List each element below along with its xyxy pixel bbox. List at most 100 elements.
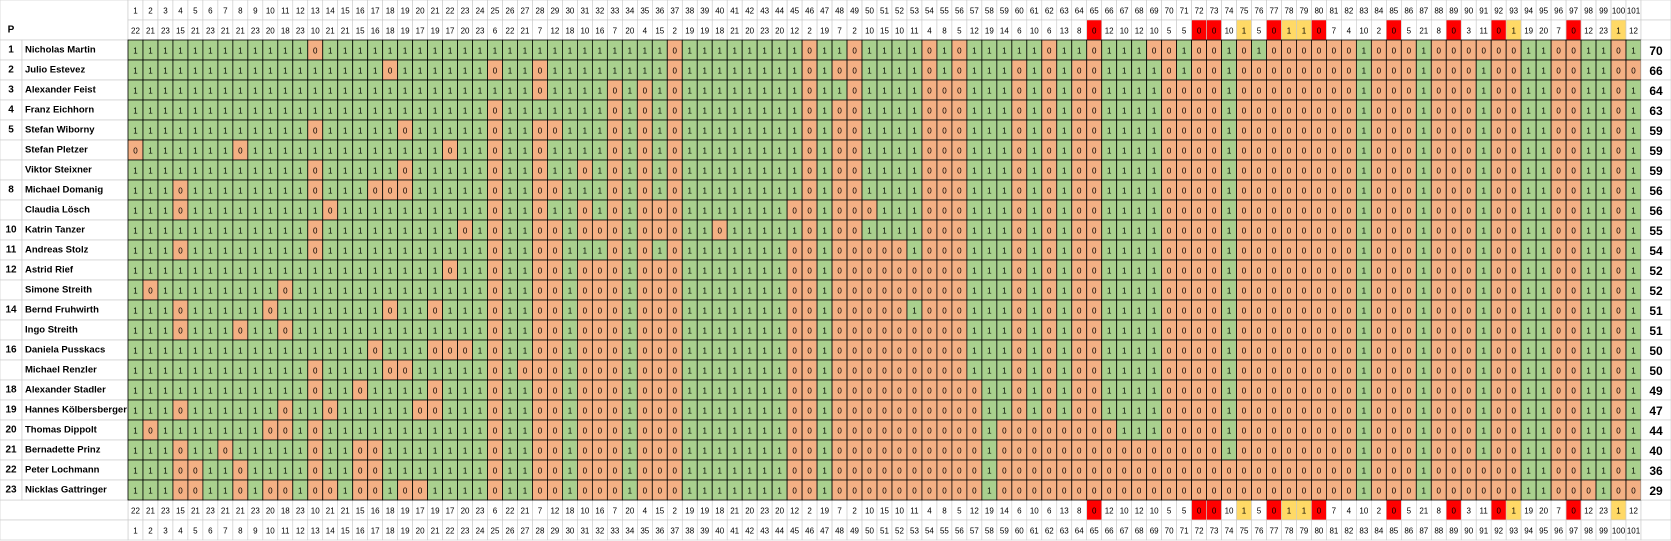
answer: 1	[1601, 347, 1606, 356]
answer: 1	[1586, 267, 1591, 276]
answer: 1	[1481, 127, 1486, 136]
answer: 1	[1152, 147, 1157, 156]
answer: 1	[1137, 287, 1142, 296]
answer: 1	[747, 167, 752, 176]
answer: 1	[373, 367, 378, 376]
rank-cell	[0, 359, 23, 381]
answer: 0	[1242, 67, 1247, 76]
answer: 1	[1137, 47, 1142, 56]
answer: 1	[313, 67, 318, 76]
answer: 1	[1137, 87, 1142, 96]
answer: 1	[747, 407, 752, 416]
answer: 0	[1212, 367, 1217, 376]
column-total: 18	[386, 27, 395, 36]
answer: 1	[1481, 207, 1486, 216]
answer: 1	[328, 87, 333, 96]
answer: 0	[1197, 387, 1202, 396]
column-total: 6	[493, 507, 498, 516]
answer: 0	[927, 207, 932, 216]
column-total: 15	[655, 27, 664, 36]
answer: 0	[1496, 287, 1501, 296]
answer: 1	[313, 407, 318, 416]
column-total: 7	[1556, 507, 1561, 516]
answer: 1	[1586, 87, 1591, 96]
answer: 1	[343, 47, 348, 56]
answer: 0	[553, 427, 558, 436]
answer: 1	[703, 407, 708, 416]
player-name: Viktor Steixner	[25, 165, 92, 176]
answer: 0	[1167, 147, 1172, 156]
column-total: 2	[673, 27, 678, 36]
score: 54	[1649, 244, 1663, 258]
answer: 0	[283, 287, 288, 296]
answer: 1	[628, 187, 633, 196]
answer: 0	[1407, 87, 1412, 96]
column-total: 7	[1332, 27, 1337, 36]
answer: 1	[1227, 267, 1232, 276]
answer: 1	[388, 247, 393, 256]
answer: 0	[1272, 387, 1277, 396]
answer: 0	[1452, 207, 1457, 216]
player-name: Hannes Kölbersberger	[25, 405, 127, 416]
score-header-cell	[1640, 499, 1671, 521]
answer: 1	[253, 247, 258, 256]
question-number: 45	[790, 527, 799, 536]
answer: 1	[1526, 427, 1531, 436]
answer: 0	[1347, 287, 1352, 296]
player-name: Daniela Pusskacs	[25, 345, 105, 356]
answer: 1	[1481, 387, 1486, 396]
answer: 0	[418, 407, 423, 416]
answer: 1	[178, 427, 183, 436]
column-total: 23	[251, 27, 260, 36]
answer: 1	[133, 407, 138, 416]
answer: 1	[373, 47, 378, 56]
answer: 0	[1287, 67, 1292, 76]
column-total: 10	[1150, 27, 1159, 36]
answer: 1	[747, 227, 752, 236]
answer: 0	[1272, 307, 1277, 316]
answer: 0	[1511, 387, 1516, 396]
answer: 0	[1317, 207, 1322, 216]
answer: 1	[268, 387, 273, 396]
question-number: 7	[223, 7, 228, 16]
question-number: 65	[1090, 7, 1099, 16]
answer: 1	[1541, 407, 1546, 416]
answer: 1	[822, 67, 827, 76]
answer: 1	[912, 247, 917, 256]
answer: 0	[598, 227, 603, 236]
answer: 1	[1422, 207, 1427, 216]
answer: 0	[1257, 227, 1262, 236]
rank: 3	[8, 85, 14, 96]
answer: 0	[807, 87, 812, 96]
answer: 1	[448, 307, 453, 316]
answer: 1	[238, 47, 243, 56]
answer: 1	[568, 367, 573, 376]
column-total: 10	[1030, 27, 1039, 36]
answer: 1	[298, 47, 303, 56]
answer: 0	[673, 147, 678, 156]
answer: 0	[223, 447, 228, 456]
answer: 1	[298, 147, 303, 156]
answer: 1	[703, 47, 708, 56]
answer: 1	[1062, 167, 1067, 176]
answer: 1	[373, 167, 378, 176]
answer: 1	[583, 147, 588, 156]
answer: 1	[388, 427, 393, 436]
answer: 0	[1302, 247, 1307, 256]
answer: 1	[568, 427, 573, 436]
column-total: 2	[1377, 27, 1382, 36]
answer: 0	[807, 227, 812, 236]
answer: 0	[1197, 267, 1202, 276]
answer: 1	[553, 47, 558, 56]
answer: 1	[1631, 87, 1636, 96]
answer: 1	[1526, 267, 1531, 276]
answer: 1	[1152, 367, 1157, 376]
answer: 1	[508, 287, 513, 296]
answer: 1	[717, 387, 722, 396]
answer: 0	[1017, 267, 1022, 276]
answer: 0	[1002, 427, 1007, 436]
answer: 1	[463, 147, 468, 156]
answer: 1	[598, 187, 603, 196]
answer: 0	[1571, 227, 1576, 236]
answer: 0	[837, 267, 842, 276]
